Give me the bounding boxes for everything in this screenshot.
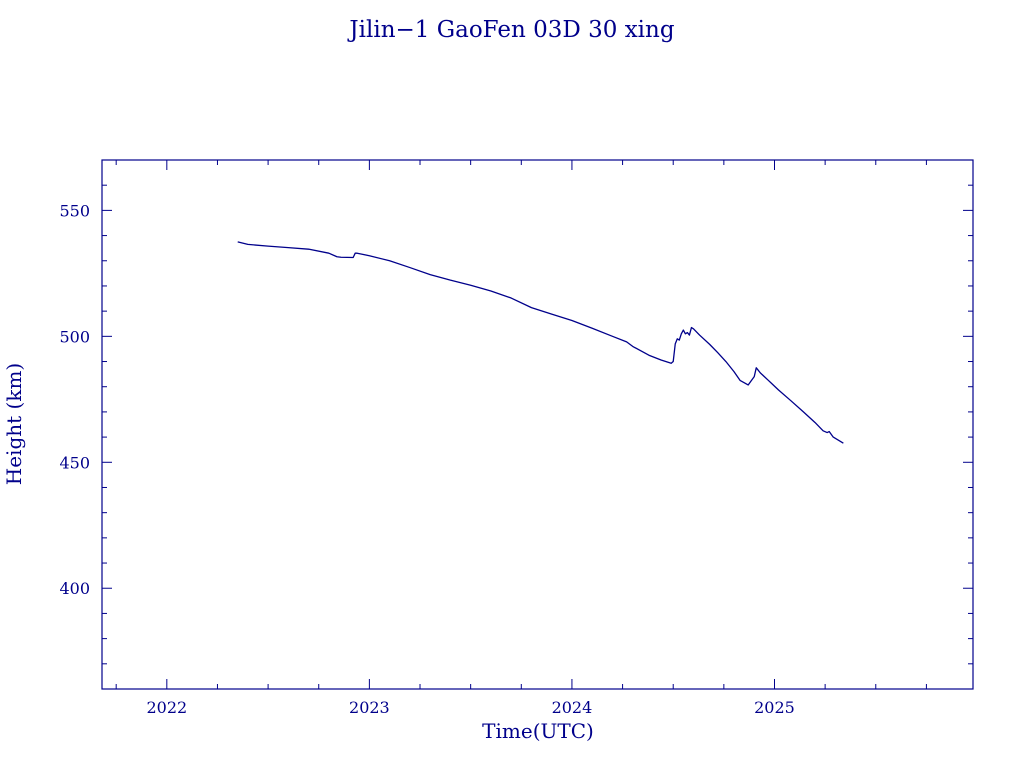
- y-axis-tick-labels: 400 450 500 550: [59, 201, 90, 598]
- series-group: [237, 241, 844, 444]
- chart-title: Jilin−1 GaoFen 03D 30 xing: [347, 17, 674, 43]
- y-tick-label: 450: [59, 453, 90, 472]
- y-axis-ticks: [102, 159, 973, 690]
- y-tick-label: 550: [59, 201, 90, 220]
- x-tick-label: 2022: [146, 698, 187, 717]
- y-tick-label: 400: [59, 579, 90, 598]
- x-tick-label: 2024: [552, 698, 593, 717]
- x-axis-label: Time(UTC): [482, 719, 594, 743]
- y-axis-label: Height (km): [2, 363, 26, 485]
- x-axis-ticks: [115, 160, 927, 689]
- y-tick-label: 500: [59, 327, 90, 346]
- plot-frame: [101, 159, 974, 690]
- x-tick-label: 2023: [349, 698, 390, 717]
- x-axis-tick-labels: 2022 2023 2024 2025: [146, 698, 794, 717]
- x-tick-label: 2025: [754, 698, 795, 717]
- height-series-line: [237, 241, 844, 444]
